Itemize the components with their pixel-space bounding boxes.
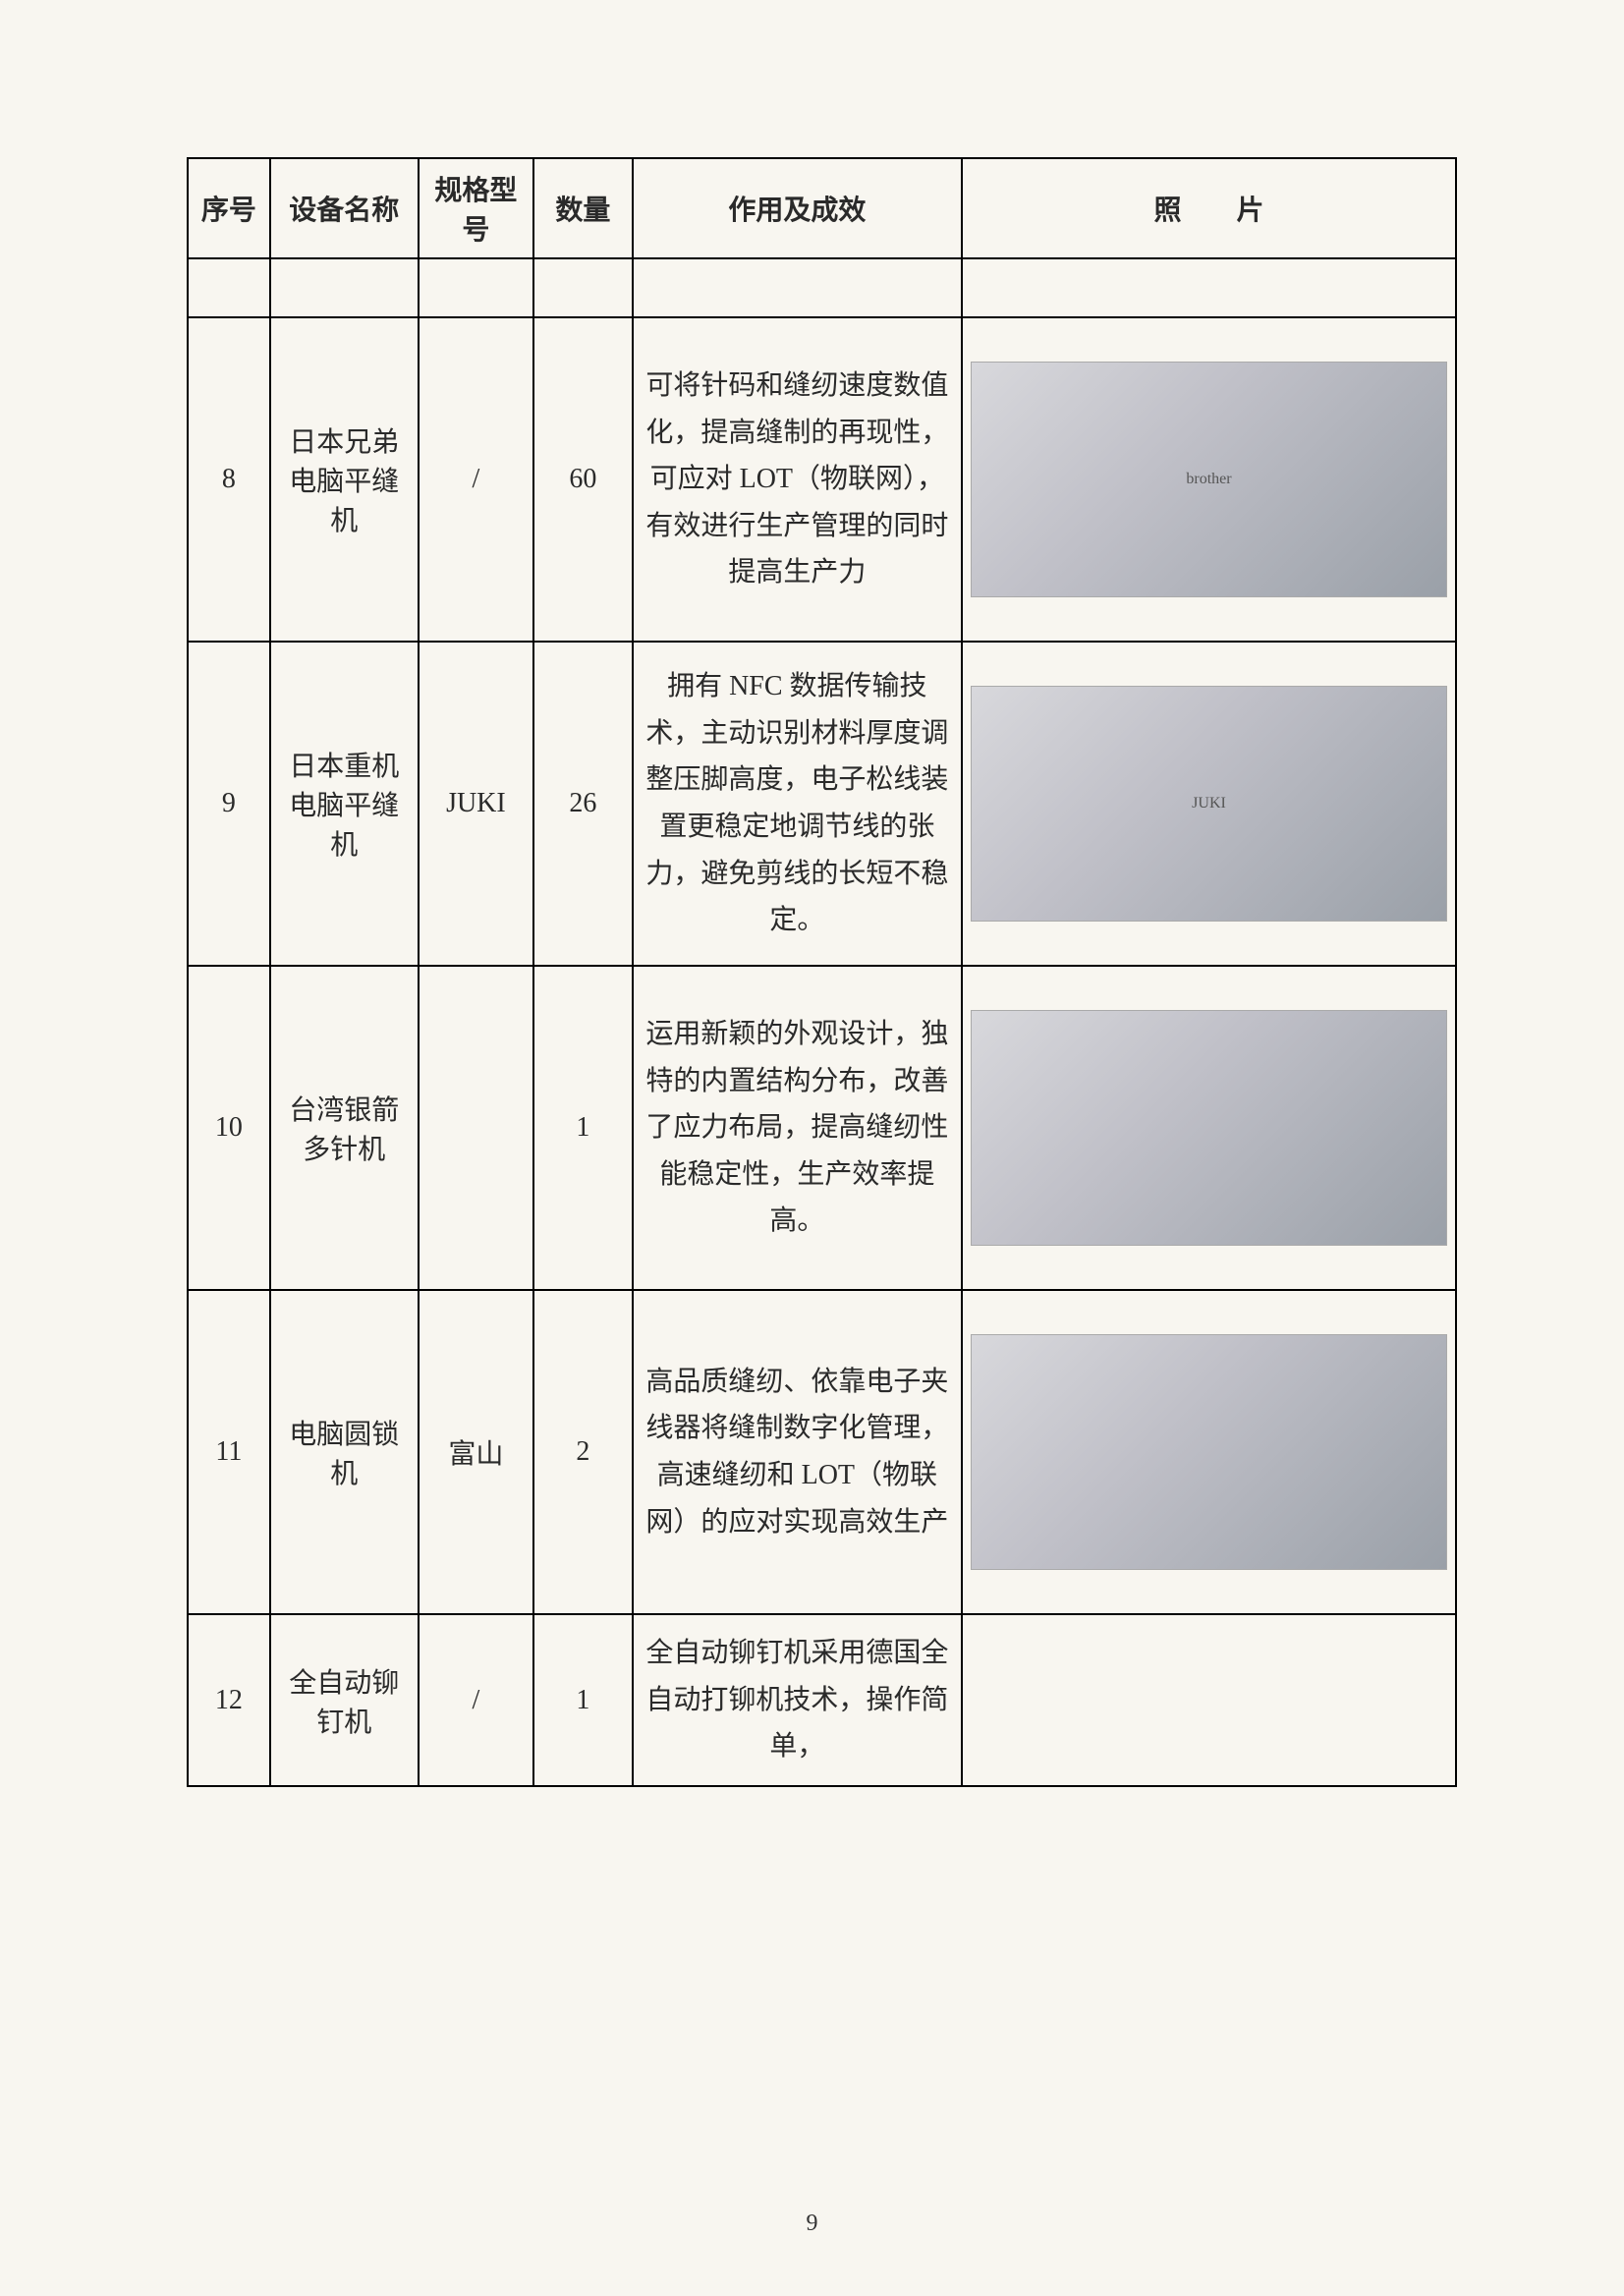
cell-empty xyxy=(633,258,962,317)
cell-photo xyxy=(962,966,1456,1290)
header-desc: 作用及成效 xyxy=(633,158,962,258)
cell-spec: / xyxy=(419,1614,533,1786)
table-row-empty xyxy=(188,258,1456,317)
cell-qty: 26 xyxy=(533,642,633,966)
table-header: 序号 设备名称 规格型号 数量 作用及成效 照 片 xyxy=(188,158,1456,258)
table-row: 8 日本兄弟电脑平缝机 / 60 可将针码和缝纫速度数值化，提高缝制的再现性，可… xyxy=(188,317,1456,642)
cell-empty xyxy=(419,258,533,317)
cell-desc: 拥有 NFC 数据传输技术，主动识别材料厚度调整压脚高度，电子松线装置更稳定地调… xyxy=(633,642,962,966)
table-row: 11 电脑圆锁机 富山 2 高品质缝纫、依靠电子夹线器将缝制数字化管理，高速缝纫… xyxy=(188,1290,1456,1614)
cell-qty: 1 xyxy=(533,966,633,1290)
cell-desc: 全自动铆钉机采用德国全自动打铆机技术，操作简单， xyxy=(633,1614,962,1786)
cell-photo: JUKI xyxy=(962,642,1456,966)
table-row: 10 台湾银箭多针机 1 运用新颖的外观设计，独特的内置结构分布，改善了应力布局… xyxy=(188,966,1456,1290)
equipment-photo: JUKI xyxy=(971,686,1447,922)
table-row: 9 日本重机电脑平缝机 JUKI 26 拥有 NFC 数据传输技术，主动识别材料… xyxy=(188,642,1456,966)
cell-desc: 可将针码和缝纫速度数值化，提高缝制的再现性，可应对 LOT（物联网），有效进行生… xyxy=(633,317,962,642)
cell-qty: 2 xyxy=(533,1290,633,1614)
page-number: 9 xyxy=(807,2211,818,2237)
table-body: 8 日本兄弟电脑平缝机 / 60 可将针码和缝纫速度数值化，提高缝制的再现性，可… xyxy=(188,258,1456,1786)
cell-spec: JUKI xyxy=(419,642,533,966)
cell-name: 电脑圆锁机 xyxy=(270,1290,419,1614)
cell-desc: 高品质缝纫、依靠电子夹线器将缝制数字化管理，高速缝纫和 LOT（物联网）的应对实… xyxy=(633,1290,962,1614)
header-spec: 规格型号 xyxy=(419,158,533,258)
cell-seq: 9 xyxy=(188,642,270,966)
cell-seq: 8 xyxy=(188,317,270,642)
header-qty: 数量 xyxy=(533,158,633,258)
cell-spec: 富山 xyxy=(419,1290,533,1614)
cell-empty xyxy=(533,258,633,317)
cell-photo: brother xyxy=(962,317,1456,642)
table-row: 12 全自动铆钉机 / 1 全自动铆钉机采用德国全自动打铆机技术，操作简单， xyxy=(188,1614,1456,1786)
header-photo: 照 片 xyxy=(962,158,1456,258)
equipment-table: 序号 设备名称 规格型号 数量 作用及成效 照 片 8 日本兄弟电脑平缝机 / … xyxy=(187,157,1457,1787)
cell-seq: 11 xyxy=(188,1290,270,1614)
cell-qty: 1 xyxy=(533,1614,633,1786)
cell-name: 日本重机电脑平缝机 xyxy=(270,642,419,966)
cell-name: 全自动铆钉机 xyxy=(270,1614,419,1786)
cell-spec xyxy=(419,966,533,1290)
header-name: 设备名称 xyxy=(270,158,419,258)
cell-empty xyxy=(188,258,270,317)
equipment-photo: brother xyxy=(971,362,1447,597)
cell-desc: 运用新颖的外观设计，独特的内置结构分布，改善了应力布局，提高缝纫性能稳定性，生产… xyxy=(633,966,962,1290)
header-seq: 序号 xyxy=(188,158,270,258)
cell-seq: 10 xyxy=(188,966,270,1290)
cell-name: 日本兄弟电脑平缝机 xyxy=(270,317,419,642)
equipment-photo xyxy=(971,1334,1447,1570)
cell-empty xyxy=(962,258,1456,317)
cell-name: 台湾银箭多针机 xyxy=(270,966,419,1290)
cell-photo xyxy=(962,1290,1456,1614)
cell-spec: / xyxy=(419,317,533,642)
cell-seq: 12 xyxy=(188,1614,270,1786)
cell-qty: 60 xyxy=(533,317,633,642)
equipment-photo xyxy=(971,1010,1447,1246)
cell-empty xyxy=(270,258,419,317)
cell-photo xyxy=(962,1614,1456,1786)
